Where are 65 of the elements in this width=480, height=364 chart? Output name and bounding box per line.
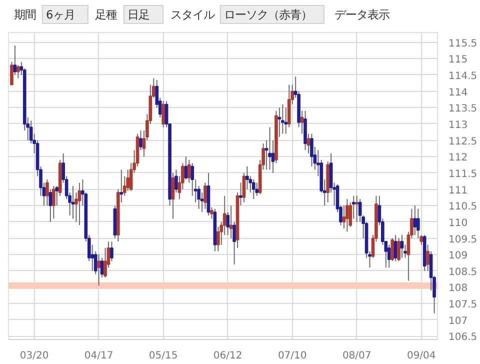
text: 期間 — [14, 8, 36, 22]
y-tick-label: 109.5 — [448, 234, 478, 246]
candlestick — [400, 234, 404, 258]
y-tick-label: 115.5 — [448, 38, 478, 50]
candlestick — [52, 186, 56, 220]
candlestick — [284, 107, 288, 134]
x-tick-label: 03/20 — [20, 350, 49, 362]
candlestick — [71, 186, 75, 220]
x-tick-label: 06/12 — [213, 350, 242, 362]
y-tick-label: 107.5 — [448, 300, 478, 311]
text: データ表示 — [334, 8, 390, 22]
candlestick — [162, 100, 165, 128]
y-tick-label: 112.5 — [448, 136, 478, 148]
x-tick-label: 07/10 — [278, 350, 307, 362]
candlestick — [387, 244, 391, 268]
candlestick — [13, 45, 17, 76]
candlestick — [246, 166, 249, 190]
candlestick — [120, 169, 124, 203]
text: 足種 — [95, 8, 118, 22]
y-tick-label: 113.5 — [448, 104, 478, 115]
y-tick-label: 108 — [448, 283, 468, 294]
x-tick-label: 04/17 — [84, 350, 114, 362]
candlestick — [110, 241, 114, 262]
candlestick — [139, 130, 142, 151]
candlestick — [394, 234, 398, 262]
y-tick-label: 110.5 — [448, 202, 478, 213]
candlestick — [355, 195, 359, 222]
candlestick — [346, 198, 349, 232]
candlestick — [229, 205, 233, 239]
y-tick-label: 112 — [448, 152, 468, 164]
candlestick — [97, 254, 100, 286]
y-tick-label: 106.5 — [448, 332, 478, 344]
y-tick-label: 107 — [448, 316, 468, 327]
y-tick-label: 115 — [448, 54, 468, 66]
candlestick — [171, 172, 175, 220]
candlestick — [281, 104, 284, 134]
y-tick-label: 111.5 — [448, 168, 478, 180]
candlestick — [204, 182, 207, 210]
x-tick-label: 05/15 — [148, 350, 178, 362]
candlestick — [16, 64, 20, 79]
candlestick — [184, 156, 188, 180]
candlestick — [397, 238, 400, 262]
candlestick — [416, 208, 420, 239]
y-tick-label: 110 — [448, 218, 468, 229]
text: ローソク（赤青） — [224, 8, 312, 22]
candlestick — [216, 226, 220, 252]
x-tick-label: 08/07 — [342, 350, 372, 362]
candlestick — [78, 182, 82, 226]
y-tick-label: 114 — [448, 87, 468, 98]
y-tick-label: 111 — [448, 185, 468, 196]
candlestick — [239, 182, 242, 206]
candlestick — [252, 178, 256, 200]
candlestick — [310, 133, 314, 167]
y-tick-label: 114.5 — [448, 70, 478, 82]
y-tick-label: 113 — [448, 120, 468, 131]
x-tick-label: 09/04 — [406, 350, 436, 362]
text: スタイル — [170, 8, 214, 22]
candlestick — [255, 182, 259, 196]
text: 日足 — [127, 8, 150, 22]
text: 6ヶ月 — [46, 8, 76, 22]
y-tick-label: 108.5 — [448, 266, 478, 278]
candlestick — [413, 205, 417, 236]
candlestick — [268, 126, 272, 170]
candlestick — [278, 107, 282, 138]
y-tick-label: 109 — [448, 250, 468, 262]
